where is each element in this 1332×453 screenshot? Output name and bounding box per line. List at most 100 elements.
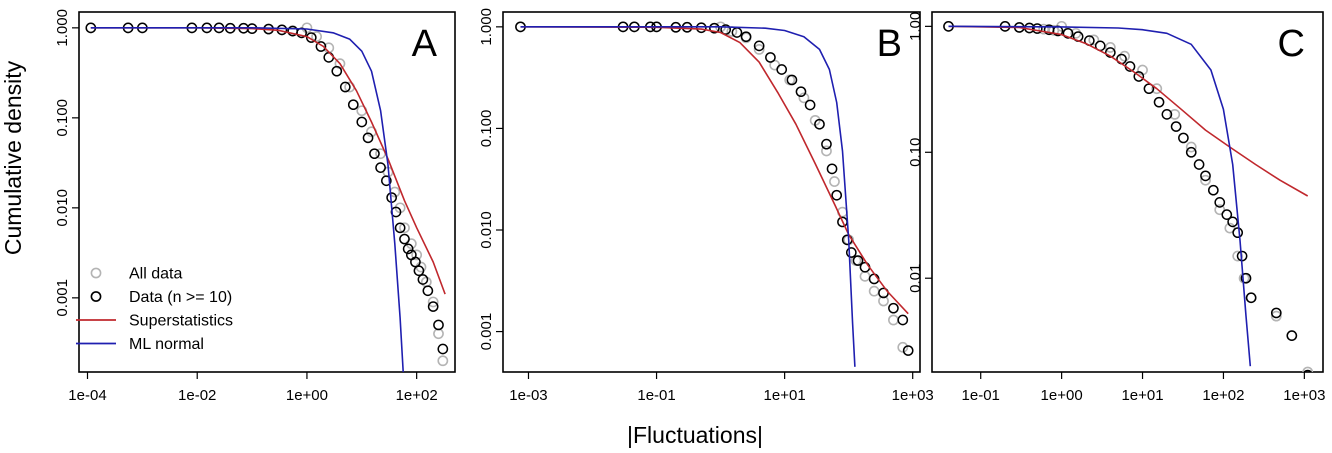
x-tick-label: 1e-03 bbox=[509, 387, 547, 404]
data-point bbox=[311, 31, 322, 42]
panel-b: 1e-03 1e-01 1e+01 1e+03 1.000 0.100 0.010 0.001… bbox=[478, 8, 934, 404]
data-point bbox=[776, 64, 788, 75]
data-point bbox=[1200, 174, 1211, 186]
ml-normal-line bbox=[520, 25, 856, 367]
data-point bbox=[1104, 47, 1116, 58]
data-point bbox=[814, 118, 825, 130]
panel-letter: A bbox=[412, 23, 438, 65]
panel-letter: C bbox=[1278, 23, 1305, 65]
plot-frame bbox=[78, 11, 456, 373]
data-point bbox=[1303, 369, 1313, 372]
data-point bbox=[413, 265, 425, 277]
data-point bbox=[1207, 184, 1219, 196]
y-tick-label: 0.01 bbox=[907, 264, 924, 293]
x-tick-label: 1e+01 bbox=[764, 387, 806, 404]
data-point bbox=[380, 175, 392, 187]
y-tick-label: 0.001 bbox=[54, 279, 71, 317]
data-point bbox=[1070, 27, 1082, 39]
legend-label: All data bbox=[129, 266, 182, 283]
data-point bbox=[868, 285, 880, 297]
panel-letter: B bbox=[877, 23, 902, 65]
superstatistics-line bbox=[948, 25, 1309, 197]
y-tick-label: 0.100 bbox=[54, 99, 71, 137]
data-point bbox=[821, 138, 832, 150]
panel-a: 1e-04 1e-02 1e+00 1e+02 1.000 0.100 0.010 0.001… bbox=[54, 9, 456, 404]
data-point bbox=[1169, 108, 1181, 120]
ml-normal-line bbox=[90, 26, 405, 372]
legend-label: Data (n >= 10) bbox=[129, 289, 232, 306]
y-tick-label: 1.00 bbox=[907, 12, 924, 41]
data-point bbox=[1161, 109, 1173, 120]
x-tick-label: 1e+00 bbox=[286, 387, 328, 404]
data-point bbox=[1270, 310, 1282, 322]
legend-marker bbox=[90, 267, 102, 279]
data-point bbox=[1104, 42, 1116, 53]
data-point bbox=[422, 285, 434, 297]
plot-frame bbox=[502, 11, 921, 373]
y-tick-label: 0.100 bbox=[478, 110, 495, 148]
series-data-n10 bbox=[515, 21, 914, 356]
data-point bbox=[437, 343, 449, 355]
data-point bbox=[1133, 71, 1145, 82]
data-point bbox=[1143, 83, 1155, 95]
data-point bbox=[1119, 50, 1130, 62]
x-tick-label: 1e+02 bbox=[396, 387, 438, 404]
plot-area bbox=[943, 20, 1314, 372]
data-point bbox=[433, 319, 444, 331]
data-point bbox=[402, 243, 414, 255]
data-point bbox=[897, 314, 909, 326]
x-axis-label: |Fluctuations| bbox=[627, 422, 763, 448]
data-point bbox=[1193, 159, 1205, 170]
data-point bbox=[740, 31, 752, 43]
superstatistics-line bbox=[90, 26, 446, 295]
ml-normal-line bbox=[948, 25, 1252, 367]
data-point bbox=[852, 255, 864, 266]
data-point bbox=[362, 132, 374, 144]
data-point bbox=[888, 302, 899, 314]
data-point bbox=[1038, 23, 1050, 35]
data-point bbox=[1232, 250, 1244, 262]
data-point bbox=[1170, 121, 1182, 132]
legend-label: ML normal bbox=[129, 336, 204, 353]
x-tick-label: 1e+00 bbox=[1041, 387, 1083, 404]
data-point bbox=[1153, 96, 1165, 108]
data-point bbox=[845, 247, 857, 258]
data-point bbox=[859, 270, 871, 282]
data-point bbox=[1302, 366, 1314, 372]
data-point bbox=[433, 328, 444, 340]
data-point bbox=[786, 74, 798, 86]
data-point bbox=[1200, 170, 1211, 182]
y-axis-label: Cumulative density bbox=[0, 60, 26, 255]
series-all-data bbox=[515, 21, 909, 353]
data-point bbox=[410, 256, 421, 268]
legend-marker bbox=[90, 291, 102, 302]
superstatistics-line bbox=[520, 26, 909, 315]
x-tick-label: 1e+02 bbox=[1202, 387, 1244, 404]
data-point bbox=[826, 163, 838, 175]
data-point bbox=[753, 40, 765, 52]
data-point bbox=[356, 116, 368, 128]
panel-c: 1e-01 1e+00 1e+01 1e+02 1e+03 1.00 0.10 0.01 C bbox=[907, 11, 1325, 404]
x-tick-label: 1e-01 bbox=[962, 387, 1000, 404]
data-point bbox=[1031, 23, 1043, 34]
x-tick-label: 1e+03 bbox=[1283, 387, 1325, 404]
data-point bbox=[1286, 330, 1298, 341]
y-tick-label: 0.001 bbox=[478, 313, 495, 351]
series-data-n10 bbox=[943, 20, 1313, 372]
data-point bbox=[859, 261, 871, 273]
data-point bbox=[1185, 141, 1197, 153]
data-point bbox=[1214, 204, 1226, 216]
data-point bbox=[331, 65, 343, 77]
data-point bbox=[427, 296, 439, 308]
x-tick-label: 1e+01 bbox=[1121, 387, 1163, 404]
data-point bbox=[417, 274, 429, 285]
data-point bbox=[1185, 146, 1197, 158]
data-point bbox=[1232, 227, 1244, 239]
data-point bbox=[1270, 307, 1282, 319]
data-point bbox=[720, 24, 732, 35]
data-point bbox=[375, 162, 386, 173]
legend: All data Data (n >= 10) Superstatistics ML … bbox=[76, 266, 233, 353]
y-tick-label: 0.10 bbox=[907, 138, 924, 167]
data-point bbox=[1227, 216, 1239, 228]
